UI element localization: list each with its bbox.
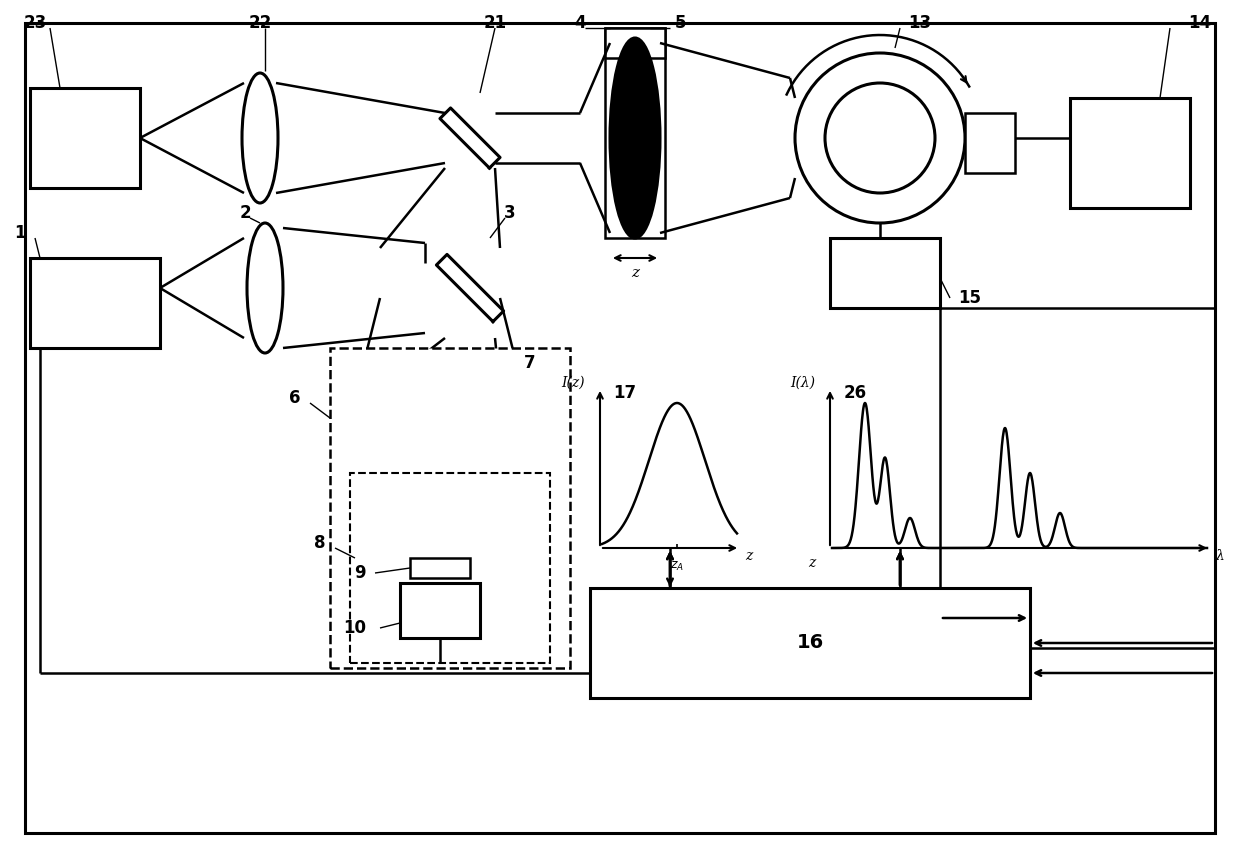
Text: 10: 10: [343, 619, 367, 637]
Text: I(z): I(z): [562, 376, 585, 390]
Bar: [401, 583, 480, 638]
Ellipse shape: [610, 38, 660, 238]
Text: 3: 3: [505, 204, 516, 222]
Text: 2: 2: [239, 204, 250, 222]
Bar: [605, 28, 665, 238]
Text: z: z: [631, 266, 639, 280]
Polygon shape: [436, 255, 503, 322]
Bar: [410, 558, 470, 578]
Text: z: z: [807, 556, 815, 570]
Text: 26: 26: [843, 384, 867, 402]
Text: 13: 13: [909, 14, 931, 32]
Text: I(λ): I(λ): [790, 376, 815, 390]
Text: $z_A$: $z_A$: [670, 559, 684, 572]
Bar: [965, 113, 1016, 173]
Text: 16: 16: [796, 633, 823, 652]
Bar: [30, 258, 160, 348]
Text: λ: λ: [1215, 549, 1224, 563]
Text: 21: 21: [484, 14, 507, 32]
Text: 15: 15: [959, 289, 982, 307]
Text: 6: 6: [289, 389, 301, 407]
Text: 14: 14: [1188, 14, 1211, 32]
Text: 22: 22: [248, 14, 272, 32]
Bar: [330, 348, 570, 668]
Text: 7: 7: [525, 354, 536, 372]
Bar: [605, 28, 665, 58]
Bar: [1070, 98, 1190, 208]
Ellipse shape: [247, 223, 283, 353]
Text: 4: 4: [574, 14, 585, 32]
Text: 5: 5: [675, 14, 686, 32]
Ellipse shape: [795, 53, 965, 223]
Bar: [30, 88, 140, 188]
Text: 1: 1: [14, 224, 26, 242]
Polygon shape: [440, 108, 500, 168]
Text: 17: 17: [614, 384, 636, 402]
Bar: [590, 588, 1030, 698]
Ellipse shape: [242, 73, 278, 203]
Bar: [350, 473, 551, 663]
Text: 23: 23: [24, 14, 47, 32]
Ellipse shape: [350, 376, 529, 420]
Text: z: z: [745, 549, 753, 563]
Ellipse shape: [825, 83, 935, 193]
Bar: [830, 238, 940, 308]
Text: 9: 9: [355, 564, 366, 582]
Text: 8: 8: [314, 534, 326, 552]
